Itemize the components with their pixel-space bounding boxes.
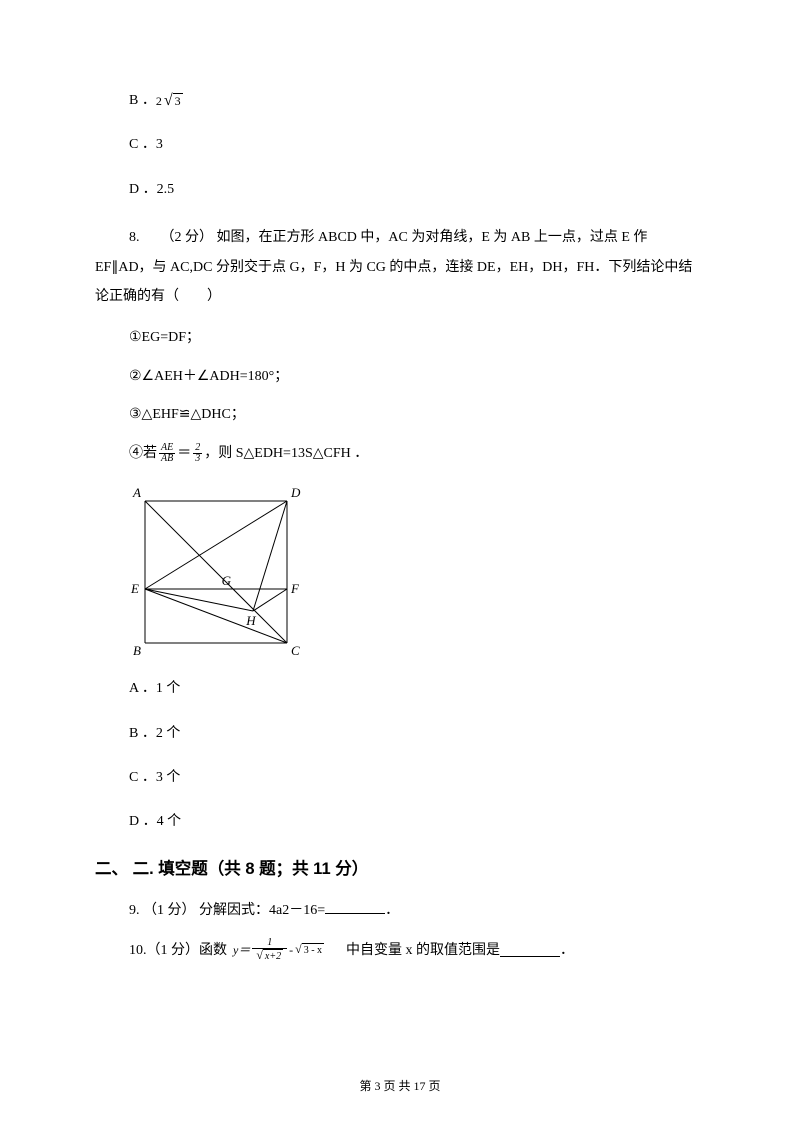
section-2-heading: 二、 二. 填空题（共 8 题；共 11 分） [95, 856, 705, 882]
option-text: 4 个 [157, 811, 182, 833]
q-number: 10. [129, 936, 147, 965]
fill-blank[interactable] [325, 900, 385, 914]
option-text: 3 个 [156, 767, 181, 789]
q10-stem: 10. （1 分） 函数 y＝ 1 √x+2 - √3 - x 中自变量 x 的… [95, 936, 705, 965]
q8-item1: ①EG=DF； [129, 327, 705, 349]
geometry-figure: A D B C E F G H [125, 481, 307, 656]
option-label: C ． [129, 767, 156, 789]
option-label: D ． [129, 811, 157, 833]
option-label: D ． [129, 179, 157, 201]
svg-text:D: D [290, 485, 301, 500]
q9-stem: 9. （1 分） 分解因式：4a2－16=． [95, 896, 705, 925]
option-text: 2.5 [157, 179, 175, 201]
q-points: （1 分） [143, 903, 196, 918]
sqrt-icon: √3 [164, 93, 183, 110]
page-footer: 第 3 页 共 17 页 [0, 1077, 800, 1096]
svg-text:C: C [291, 643, 300, 656]
coef: 2 [156, 92, 162, 111]
q8-item3: ③△EHF≌△DHC； [129, 404, 705, 426]
q8-item2: ②∠AEH＋∠ADH=180°； [129, 366, 705, 388]
fill-blank[interactable] [500, 943, 560, 957]
q8-option-d: D ． 4 个 [129, 811, 705, 833]
option-text: 3 [156, 134, 163, 156]
q10-formula: y＝ 1 √x+2 - √3 - x [233, 938, 326, 964]
q8-diagram: A D B C E F G H [125, 481, 705, 664]
fraction-2-3: 2 3 [193, 443, 202, 465]
q-number: 8. [129, 230, 143, 245]
q7-option-d: D ． 2.5 [129, 179, 705, 201]
svg-text:A: A [132, 485, 141, 500]
option-label: A ． [129, 678, 156, 700]
q-text: 分解因式：4a2－16= [199, 903, 325, 918]
option-label: C ． [129, 134, 156, 156]
q-points: （2 分） [161, 230, 214, 245]
q8-option-c: C ． 3 个 [129, 767, 705, 789]
svg-text:E: E [130, 581, 139, 596]
fraction-ae-ab: AE AB [159, 443, 175, 465]
q7-option-c: C ． 3 [129, 134, 705, 156]
svg-text:B: B [133, 643, 141, 656]
option-label: B ． [129, 723, 156, 745]
option-label: B ． [129, 90, 156, 112]
q-number: 9. [129, 903, 143, 918]
q8-item4: ④若 AE AB ＝ 2 3 ，则 S△EDH=13S△CFH ． [129, 443, 705, 465]
option-text: 2 个 [156, 723, 181, 745]
q8-option-b: B ． 2 个 [129, 723, 705, 745]
svg-text:H: H [245, 613, 256, 628]
q-points: （1 分） [147, 936, 200, 965]
svg-text:F: F [290, 581, 300, 596]
q7-option-b: B ． 2 √3 [129, 90, 705, 112]
q8-option-a: A ． 1 个 [129, 678, 705, 700]
q8-stem: 8. （2 分） 如图，在正方形 ABCD 中，AC 为对角线，E 为 AB 上… [95, 223, 705, 311]
option-text: 1 个 [156, 678, 181, 700]
svg-text:G: G [222, 573, 232, 588]
